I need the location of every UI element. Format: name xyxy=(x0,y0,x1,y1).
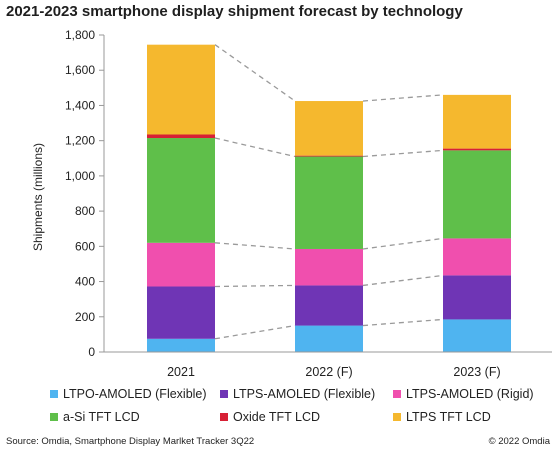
bar-segment xyxy=(443,150,511,239)
legend-swatch xyxy=(220,413,228,421)
connector-line xyxy=(362,149,444,158)
x-tick-label: 2021 xyxy=(167,365,195,379)
legend-label: LTPS-AMOLED (Flexible) xyxy=(233,387,376,401)
legend-label: LTPO-AMOLED (Flexible) xyxy=(63,387,207,401)
bar-segment xyxy=(295,155,363,157)
y-tick-label: 200 xyxy=(75,310,95,324)
legend-item: LTPS-AMOLED (Flexible) xyxy=(220,387,375,401)
connector-line xyxy=(362,274,444,287)
y-tick-label: 600 xyxy=(75,239,95,253)
connector-line xyxy=(214,242,296,250)
bar-segment xyxy=(295,285,363,326)
legend-item: a-Si TFT LCD xyxy=(50,410,140,424)
chart-title: 2021-2023 smartphone display shipment fo… xyxy=(6,3,463,20)
legend-item: LTPS TFT LCD xyxy=(393,410,491,424)
connector-lines xyxy=(214,44,444,340)
bar-segment xyxy=(147,44,215,135)
bar-segment xyxy=(443,275,511,320)
y-tick-label: 1,600 xyxy=(65,63,95,77)
source-note: Source: Omdia, Smartphone Display Marlke… xyxy=(6,436,255,447)
legend-swatch xyxy=(50,413,58,421)
y-tick-label: 1,200 xyxy=(65,134,95,148)
bar-segment xyxy=(295,156,363,249)
legend-label: a-Si TFT LCD xyxy=(63,410,140,424)
x-axis: 2021 2022 (F) 2023 (F) xyxy=(104,351,552,379)
bar-segment xyxy=(443,148,511,151)
legend-item: LTPO-AMOLED (Flexible) xyxy=(50,387,207,401)
bar-segment xyxy=(147,338,215,352)
bar-stack-group xyxy=(147,44,511,352)
bar-segment xyxy=(147,134,215,139)
legend-swatch xyxy=(50,390,58,398)
y-tick-label: 400 xyxy=(75,275,95,289)
y-axis-label: Shipments (millions) xyxy=(31,143,45,251)
legend-swatch xyxy=(393,390,401,398)
connector-line xyxy=(214,137,296,158)
bar-segment xyxy=(295,325,363,352)
legend-item: LTPS-AMOLED (Rigid) xyxy=(393,387,534,401)
y-tick-label: 0 xyxy=(88,345,95,359)
legend-label: LTPS TFT LCD xyxy=(406,410,491,424)
y-tick-label: 1,000 xyxy=(65,169,95,183)
y-tick-label: 1,400 xyxy=(65,98,95,112)
bar-segment xyxy=(443,94,511,149)
y-axis: 0 200 400 600 800 1,000 1,200 1,400 1,600 1,800 xyxy=(65,28,105,359)
legend: LTPO-AMOLED (Flexible) LTPS-AMOLED (Flexi… xyxy=(0,383,556,427)
bar-segment xyxy=(147,286,215,339)
legend-label: LTPS-AMOLED (Rigid) xyxy=(406,387,534,401)
connector-line xyxy=(362,94,444,102)
x-tick-label: 2023 (F) xyxy=(453,365,500,379)
legend-swatch xyxy=(220,390,228,398)
legend-swatch xyxy=(393,413,401,421)
bar-segment xyxy=(147,242,215,287)
connector-line xyxy=(214,284,296,288)
connector-line xyxy=(362,237,444,250)
bar-segment xyxy=(295,101,363,156)
y-tick-label: 1,800 xyxy=(65,28,95,42)
connector-line xyxy=(214,324,296,340)
bar-segment xyxy=(443,238,511,276)
bar-segment xyxy=(295,248,363,286)
y-tick-label: 800 xyxy=(75,204,95,218)
bar-segment xyxy=(443,319,511,352)
connector-line xyxy=(362,318,444,327)
bar-segment xyxy=(147,138,215,243)
copyright-note: © 2022 Omdia xyxy=(488,436,550,447)
legend-label: Oxide TFT LCD xyxy=(233,410,321,424)
legend-item: Oxide TFT LCD xyxy=(220,410,320,424)
connector-line xyxy=(214,44,296,102)
x-tick-label: 2022 (F) xyxy=(305,365,352,379)
